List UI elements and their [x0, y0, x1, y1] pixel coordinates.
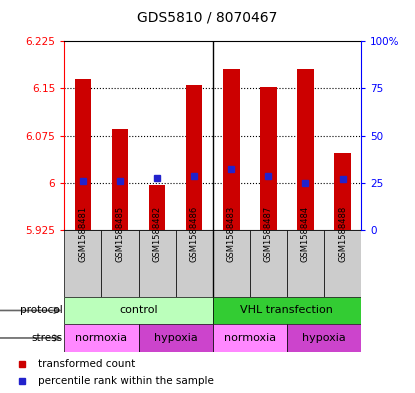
Text: GSM1588481: GSM1588481	[78, 206, 88, 262]
Text: percentile rank within the sample: percentile rank within the sample	[38, 376, 214, 386]
Bar	[287, 324, 361, 352]
Bar	[213, 230, 250, 297]
Text: GDS5810 / 8070467: GDS5810 / 8070467	[137, 11, 278, 25]
Bar	[287, 230, 324, 297]
Text: normoxia: normoxia	[76, 333, 127, 343]
Text: GSM1588487: GSM1588487	[264, 206, 273, 262]
Bar	[64, 324, 139, 352]
Bar	[334, 153, 351, 230]
Bar	[139, 324, 213, 352]
Bar	[223, 69, 239, 230]
Text: transformed count: transformed count	[38, 358, 135, 369]
Bar	[324, 230, 361, 297]
Bar	[149, 185, 166, 230]
Text: normoxia: normoxia	[224, 333, 276, 343]
Text: protocol: protocol	[20, 305, 62, 316]
Text: GSM1588484: GSM1588484	[301, 206, 310, 262]
Text: stress: stress	[31, 333, 62, 343]
Text: hypoxia: hypoxia	[302, 333, 346, 343]
Bar	[186, 84, 203, 230]
Bar	[297, 69, 314, 230]
Text: hypoxia: hypoxia	[154, 333, 198, 343]
Bar	[213, 297, 361, 324]
Bar	[64, 230, 101, 297]
Bar	[112, 129, 128, 230]
Bar	[139, 230, 176, 297]
Bar	[101, 230, 139, 297]
Text: GSM1588482: GSM1588482	[153, 206, 161, 262]
Bar	[75, 79, 91, 230]
Text: GSM1588485: GSM1588485	[115, 206, 124, 262]
Text: GSM1588483: GSM1588483	[227, 206, 236, 262]
Text: GSM1588486: GSM1588486	[190, 206, 199, 262]
Bar	[176, 230, 213, 297]
Text: control: control	[119, 305, 158, 316]
Bar	[213, 324, 287, 352]
Bar	[260, 87, 277, 230]
Text: GSM1588488: GSM1588488	[338, 206, 347, 262]
Text: VHL transfection: VHL transfection	[240, 305, 333, 316]
Bar	[250, 230, 287, 297]
Bar	[64, 297, 213, 324]
